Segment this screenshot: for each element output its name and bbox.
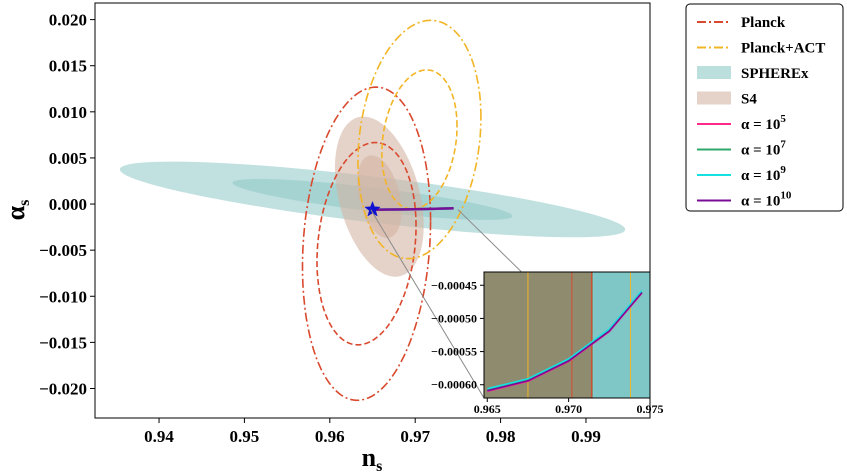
main-plot-area: 0.94 0.95 0.96 0.97 0.98 0.99 0.020 0.015 0.010… [39,2,651,446]
inset-series-line-4 [487,292,643,392]
legend-label-3: SPHEREx [741,66,809,82]
inset-band-1 [484,272,594,398]
x-tick-label: 0.97 [400,427,430,446]
series-layer [372,207,454,211]
inset-series-line-3 [487,290,643,390]
legend-label-2: Planck+ACT [741,41,825,57]
y-axis-ticks: 0.020 0.015 0.010 0.005 0.000 −0.005 −0.010 −0.… [39,11,95,398]
series-line-4 [372,207,454,211]
inset-zoom-panel: 0.965 0.970 0.975 −0.00045 −0.00050 −0.00055… [431,271,664,416]
inset-y-tick-label: −0.00045 [431,278,477,292]
y-axis-label: αs [1,200,33,221]
legend-label-1: Planck [741,15,786,31]
y-tick-label: −0.020 [39,379,87,398]
legend-swatch-4 [697,91,731,105]
legend-swatch-3 [697,66,731,79]
legend-label-7: α = 109 [741,164,786,184]
y-tick-label: 0.020 [49,11,87,30]
y-tick-label: 0.005 [49,149,87,168]
legend-box [685,3,844,212]
zoom-connector-left [370,209,485,399]
inset-y-tick-label: −0.00055 [431,345,477,359]
legend-label-exponent: 10 [780,190,792,202]
x-tick-label: 0.99 [571,427,601,446]
legend-label-6: α = 107 [741,139,786,159]
x-axis-ticks: 0.94 0.95 0.96 0.97 0.98 0.99 [144,418,601,446]
y-tick-label: −0.010 [39,287,87,306]
legend: Planck Planck+ACT SPHEREx S4 α = 105 α = 107 α… [685,3,844,212]
inset-x-tick-label: 0.975 [637,402,664,416]
legend-label-4: S4 [741,92,757,108]
legend-label-exponent: 7 [780,139,786,151]
legend-label-8: α = 1010 [741,190,792,210]
x-tick-label: 0.94 [144,427,174,446]
inset-y-tick-label: −0.00050 [431,311,477,325]
inset-frame [483,271,651,399]
contour-layer [119,19,626,402]
inset-x-ticks: 0.965 0.970 0.975 [474,398,664,416]
y-tick-label: 0.010 [49,103,87,122]
legend-label-5: α = 105 [741,113,786,133]
x-tick-label: 0.98 [486,427,516,446]
contour-planck-outer [301,86,432,402]
y-tick-label: −0.005 [39,241,87,260]
inset-x-tick-label: 0.970 [555,402,582,416]
x-tick-label: 0.96 [315,427,345,446]
y-tick-label: −0.015 [39,333,87,352]
contour-planck-act-inner [381,69,458,210]
legend-label-exponent: 5 [780,113,786,125]
x-tick-label: 0.95 [230,427,260,446]
contour-planck-act-outer [357,19,482,260]
contour-s4-inner [357,155,402,238]
contour-planck-inner [316,141,417,346]
plot-frame [94,2,651,419]
inset-content [484,272,650,398]
x-axis-label: ns [362,443,383,474]
y-tick-label: 0.000 [49,195,87,214]
legend-label-exponent: 9 [780,164,786,176]
inset-x-tick-label: 0.965 [474,402,501,416]
inset-y-tick-label: −0.00060 [431,378,477,392]
y-tick-label: 0.015 [49,57,87,76]
inset-y-ticks: −0.00045 −0.00050 −0.00055 −0.00060 [431,278,484,392]
